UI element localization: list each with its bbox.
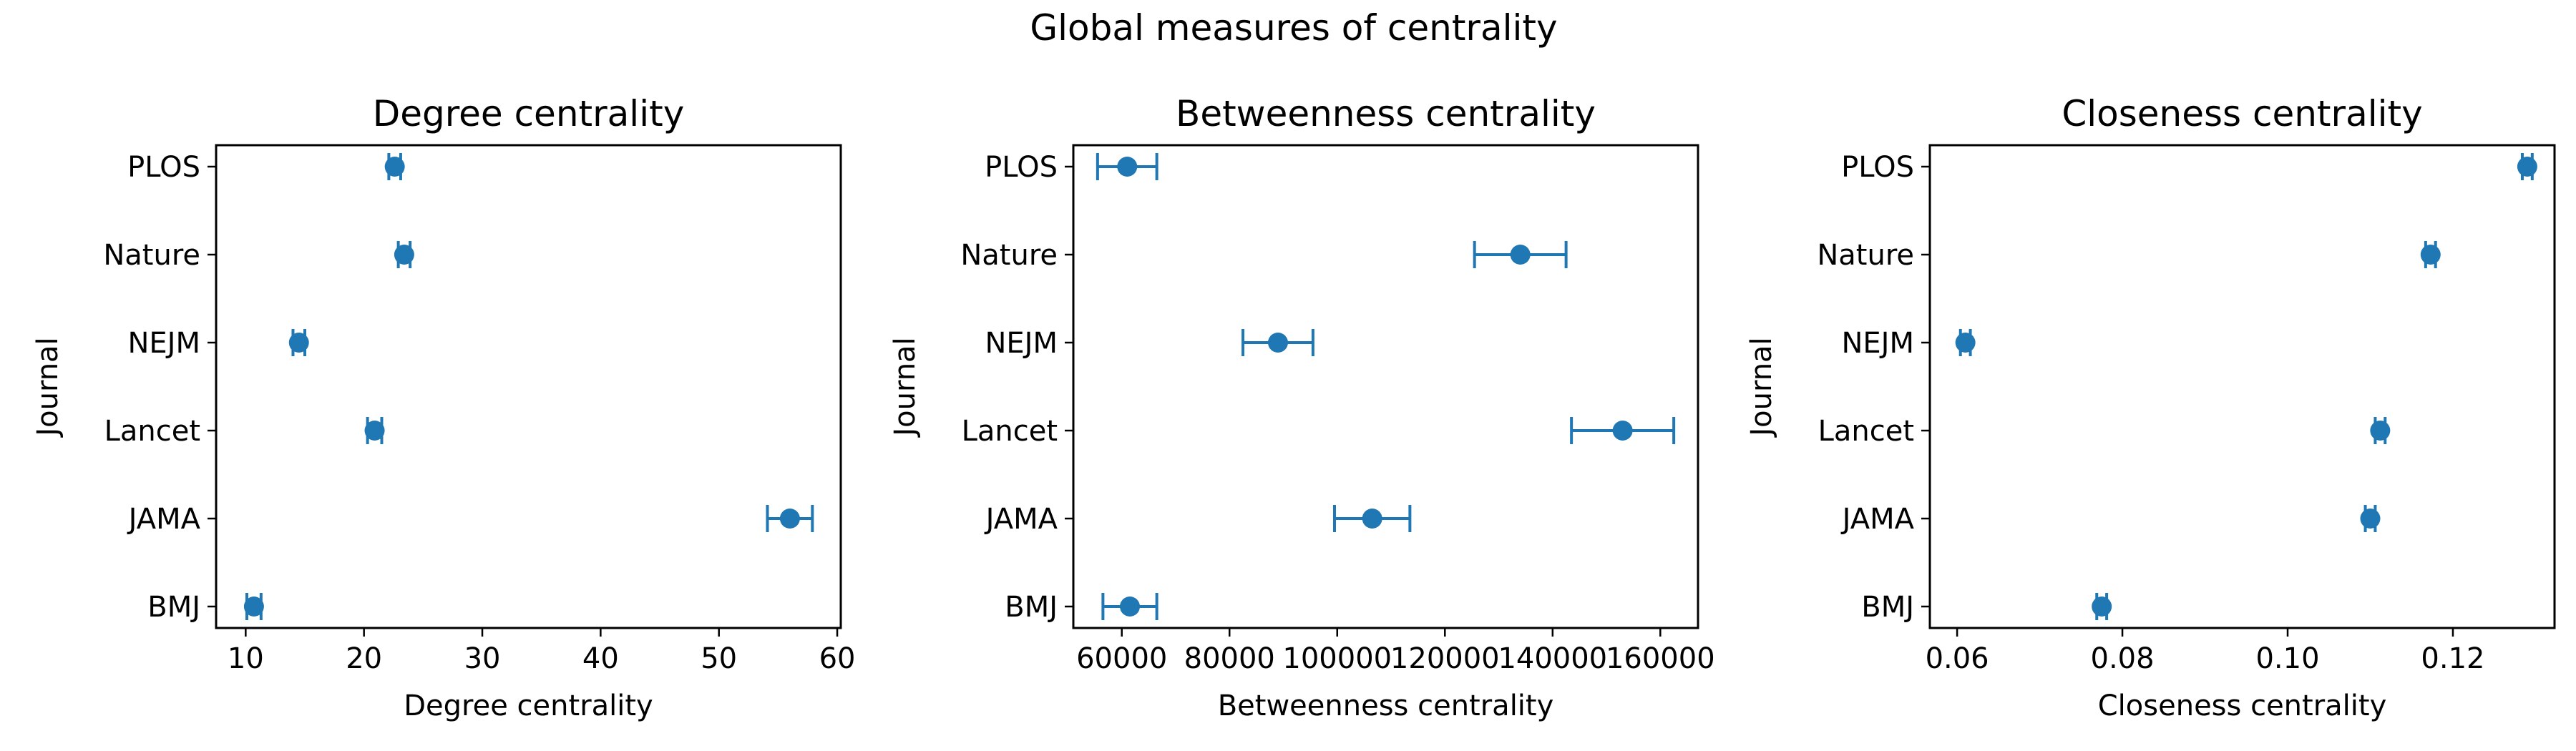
y-axis-label: Journal [889, 337, 922, 438]
panels: Degree centrality 10 20 30 40 50 60 BMJ JAMA Lanc… [31, 93, 2556, 722]
axes-frame [1072, 144, 1699, 629]
data-point-plos [1096, 153, 1158, 180]
x-tick-label: 50 [701, 642, 737, 675]
x-tick-label: 120000 [1390, 642, 1500, 675]
marker [2517, 157, 2537, 177]
data-point-nature [1473, 241, 1568, 268]
y-tick-label: Nature [1817, 239, 1914, 272]
marker [1510, 245, 1531, 265]
data-point-plos [384, 153, 405, 180]
marker [1955, 333, 1976, 353]
panel-2: Betweenness centrality 60000 80000 10000012… [889, 93, 1715, 722]
y-tick-label: JAMA [1840, 503, 1915, 536]
marker [1267, 333, 1288, 353]
x-tick-label: 60 [819, 642, 856, 675]
data-point-nature [2420, 241, 2441, 268]
y-tick-label: BMJ [147, 591, 200, 624]
y-axis-label: Journal [1745, 337, 1778, 438]
x-tick-label: 160000 [1606, 642, 1715, 675]
y-tick-label: Lancet [1818, 415, 1914, 448]
panel-title: Degree centrality [373, 93, 685, 134]
x-tick-label: 0.06 [1926, 642, 1989, 675]
y-tick-label: NEJM [985, 327, 1058, 360]
panel-title: Closeness centrality [2062, 93, 2422, 134]
data-point-plos [2517, 153, 2537, 180]
marker [2420, 245, 2441, 265]
y-tick-label: PLOS [1841, 151, 1914, 184]
y-tick-label: JAMA [127, 503, 201, 536]
data-point-jama [1333, 505, 1412, 532]
marker [1362, 509, 1382, 529]
marker [394, 245, 414, 265]
marker [2360, 509, 2381, 529]
data-point-lancet [2370, 417, 2391, 444]
x-tick-label: 20 [346, 642, 382, 675]
y-tick-label: PLOS [127, 151, 200, 184]
data-point-bmj [243, 593, 264, 620]
marker [779, 509, 800, 529]
y-tick-label: BMJ [1005, 591, 1058, 624]
x-axis-label: Closeness centrality [2098, 689, 2387, 722]
y-tick-label: PLOS [985, 151, 1058, 184]
y-axis-label: Journal [31, 337, 64, 438]
panel-1: Degree centrality 10 20 30 40 50 60 BMJ JAMA Lanc… [31, 93, 855, 722]
x-tick-label: 30 [464, 642, 501, 675]
x-tick-label: 0.08 [2091, 642, 2155, 675]
data-point-bmj [1101, 593, 1158, 620]
y-tick-label: Lancet [962, 415, 1058, 448]
x-tick-label: 140000 [1498, 642, 1607, 675]
data-point-jama [2360, 505, 2381, 532]
x-tick-label: 0.12 [2421, 642, 2484, 675]
data-point-nejm [1241, 329, 1314, 356]
data-point-lancet [1570, 417, 1676, 444]
figure-title: Global measures of centrality [1030, 7, 1557, 49]
y-tick-label: Lancet [104, 415, 200, 448]
marker [364, 421, 385, 441]
marker [2370, 421, 2391, 441]
y-tick-label: Nature [103, 239, 200, 272]
axes-frame [1928, 144, 2556, 629]
y-tick-label: NEJM [127, 327, 200, 360]
marker [1120, 597, 1141, 617]
data-point-nejm [288, 329, 309, 356]
marker [1612, 421, 1633, 441]
x-tick-label: 60000 [1076, 642, 1167, 675]
y-tick-label: Nature [960, 239, 1058, 272]
data-point-lancet [364, 417, 385, 444]
panel-title: Betweenness centrality [1176, 93, 1596, 134]
data-point-nature [394, 241, 414, 268]
x-tick-label: 10 [228, 642, 264, 675]
axes-frame [215, 144, 842, 629]
x-axis-label: Degree centrality [404, 689, 653, 722]
x-tick-label: 40 [582, 642, 619, 675]
y-tick-label: JAMA [984, 503, 1058, 536]
data-point-bmj [2092, 593, 2112, 620]
marker [288, 333, 309, 353]
x-tick-label: 0.10 [2255, 642, 2319, 675]
x-axis-label: Betweenness centrality [1218, 689, 1554, 722]
x-tick-label: 100000 [1282, 642, 1392, 675]
y-tick-label: BMJ [1861, 591, 1914, 624]
data-point-jama [766, 505, 814, 532]
panel-3: Closeness centrality 0.06 0.08 0.10 0.12 BMJ J… [1745, 93, 2556, 722]
marker [2092, 597, 2112, 617]
y-tick-label: NEJM [1841, 327, 1914, 360]
marker [384, 157, 405, 177]
data-point-nejm [1955, 329, 1976, 356]
marker [1117, 157, 1138, 177]
marker [243, 597, 264, 617]
x-tick-label: 80000 [1184, 642, 1275, 675]
